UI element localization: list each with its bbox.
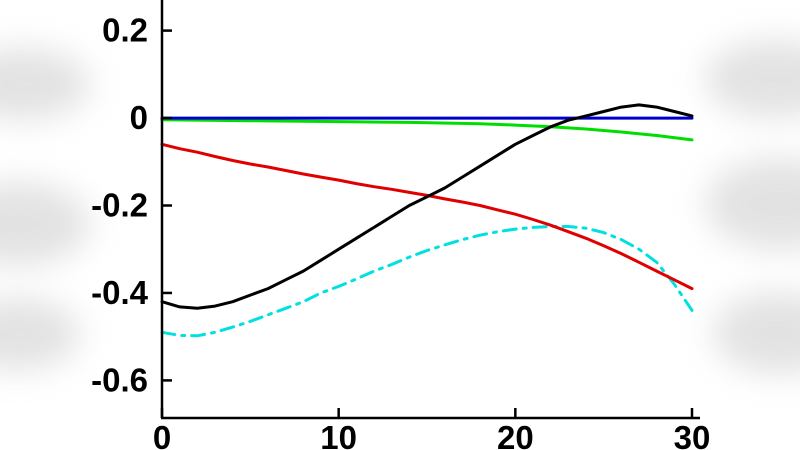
x-tick-label: 20 bbox=[497, 419, 534, 450]
y-tick-label: -0.6 bbox=[91, 361, 148, 398]
x-tick-label: 30 bbox=[674, 419, 711, 450]
y-tick-label: 0 bbox=[130, 99, 148, 136]
x-tick-label: 0 bbox=[153, 419, 171, 450]
series-cyan-dashdot-line bbox=[160, 225, 694, 338]
series-black-line bbox=[160, 103, 694, 310]
y-tick-label: -0.4 bbox=[91, 274, 149, 311]
series-green-line bbox=[160, 118, 694, 142]
y-tick-label: -0.2 bbox=[91, 187, 148, 224]
y-tick-label: 0.2 bbox=[102, 12, 148, 49]
series-red-line bbox=[160, 142, 694, 291]
x-tick-label: 10 bbox=[320, 419, 357, 450]
